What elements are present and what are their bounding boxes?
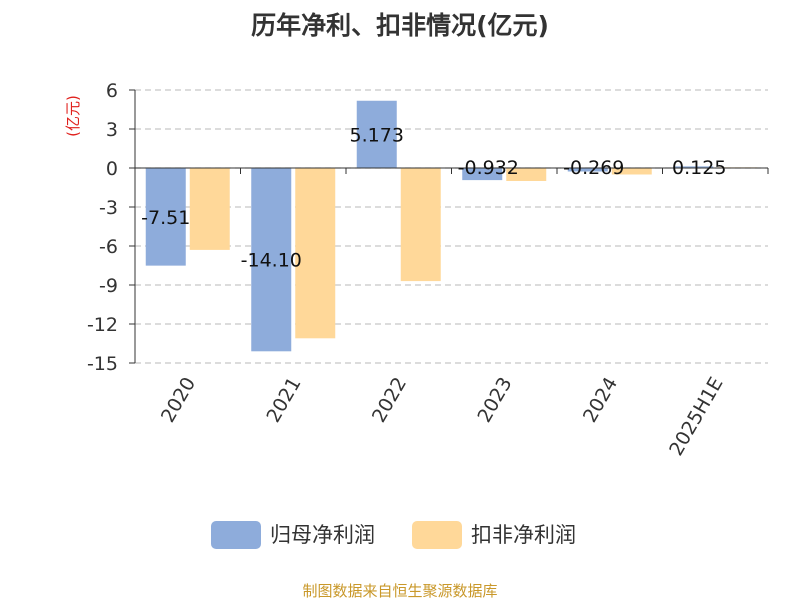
data-label: -0.932 (458, 157, 519, 179)
bar-net-profit-2021 (251, 168, 292, 352)
legend-swatch (211, 521, 261, 549)
y-tick-label: 3 (106, 119, 118, 141)
data-label: -0.269 (563, 157, 624, 179)
bar-net-profit-2022 (356, 100, 397, 168)
x-tick-label: 2020 (157, 374, 200, 427)
data-label: -7.51 (141, 207, 190, 229)
legend-swatch (412, 521, 462, 549)
y-tick-label: -6 (99, 236, 118, 258)
data-label: 5.173 (350, 124, 404, 146)
legend: 归母净利润 扣非净利润 (211, 521, 576, 549)
footer-source: 制图数据来自恒生聚源数据库 (302, 582, 497, 600)
bar-deducted-profit-2024 (611, 168, 652, 175)
x-tick-label: 2023 (473, 374, 516, 427)
x-tick-label: 2024 (579, 374, 622, 427)
y-tick-label: -9 (99, 275, 118, 297)
bars-layer (145, 100, 758, 352)
bar-deducted-profit-2023 (506, 168, 547, 181)
legend-label: 归母净利润 (270, 523, 375, 547)
data-label: 0.125 (672, 157, 726, 179)
labels-layer: -7.51 -14.10 5.173 -0.932 -0.269 0.125 (141, 124, 726, 271)
chart-title: 历年净利、扣非情况(亿元) (251, 11, 549, 40)
bar-deducted-profit-2022 (400, 168, 441, 282)
data-label: -14.10 (241, 250, 302, 272)
y-tick-label: 0 (106, 158, 118, 180)
x-tick-label: 2025H1E (665, 374, 727, 460)
bar-net-profit-2023 (462, 168, 503, 181)
x-tick-label: 2021 (262, 374, 305, 427)
y-tick-label: -3 (99, 197, 118, 219)
bar-net-profit-2025H1E (673, 166, 714, 168)
bar-net-profit-2020 (145, 168, 186, 266)
bar-deducted-profit-2020 (189, 168, 230, 250)
y-tick-label: 6 (106, 80, 118, 102)
y-tick-label: -12 (87, 314, 118, 336)
bar-net-profit-2024 (567, 168, 608, 172)
grid-layer (135, 89, 768, 364)
legend-label: 扣非净利润 (471, 523, 576, 547)
y-axis-label: (亿元) (64, 95, 82, 137)
bar-deducted-profit-2021 (295, 168, 336, 339)
y-tick-label: -15 (87, 353, 118, 375)
x-tick-label: 2022 (368, 374, 411, 427)
